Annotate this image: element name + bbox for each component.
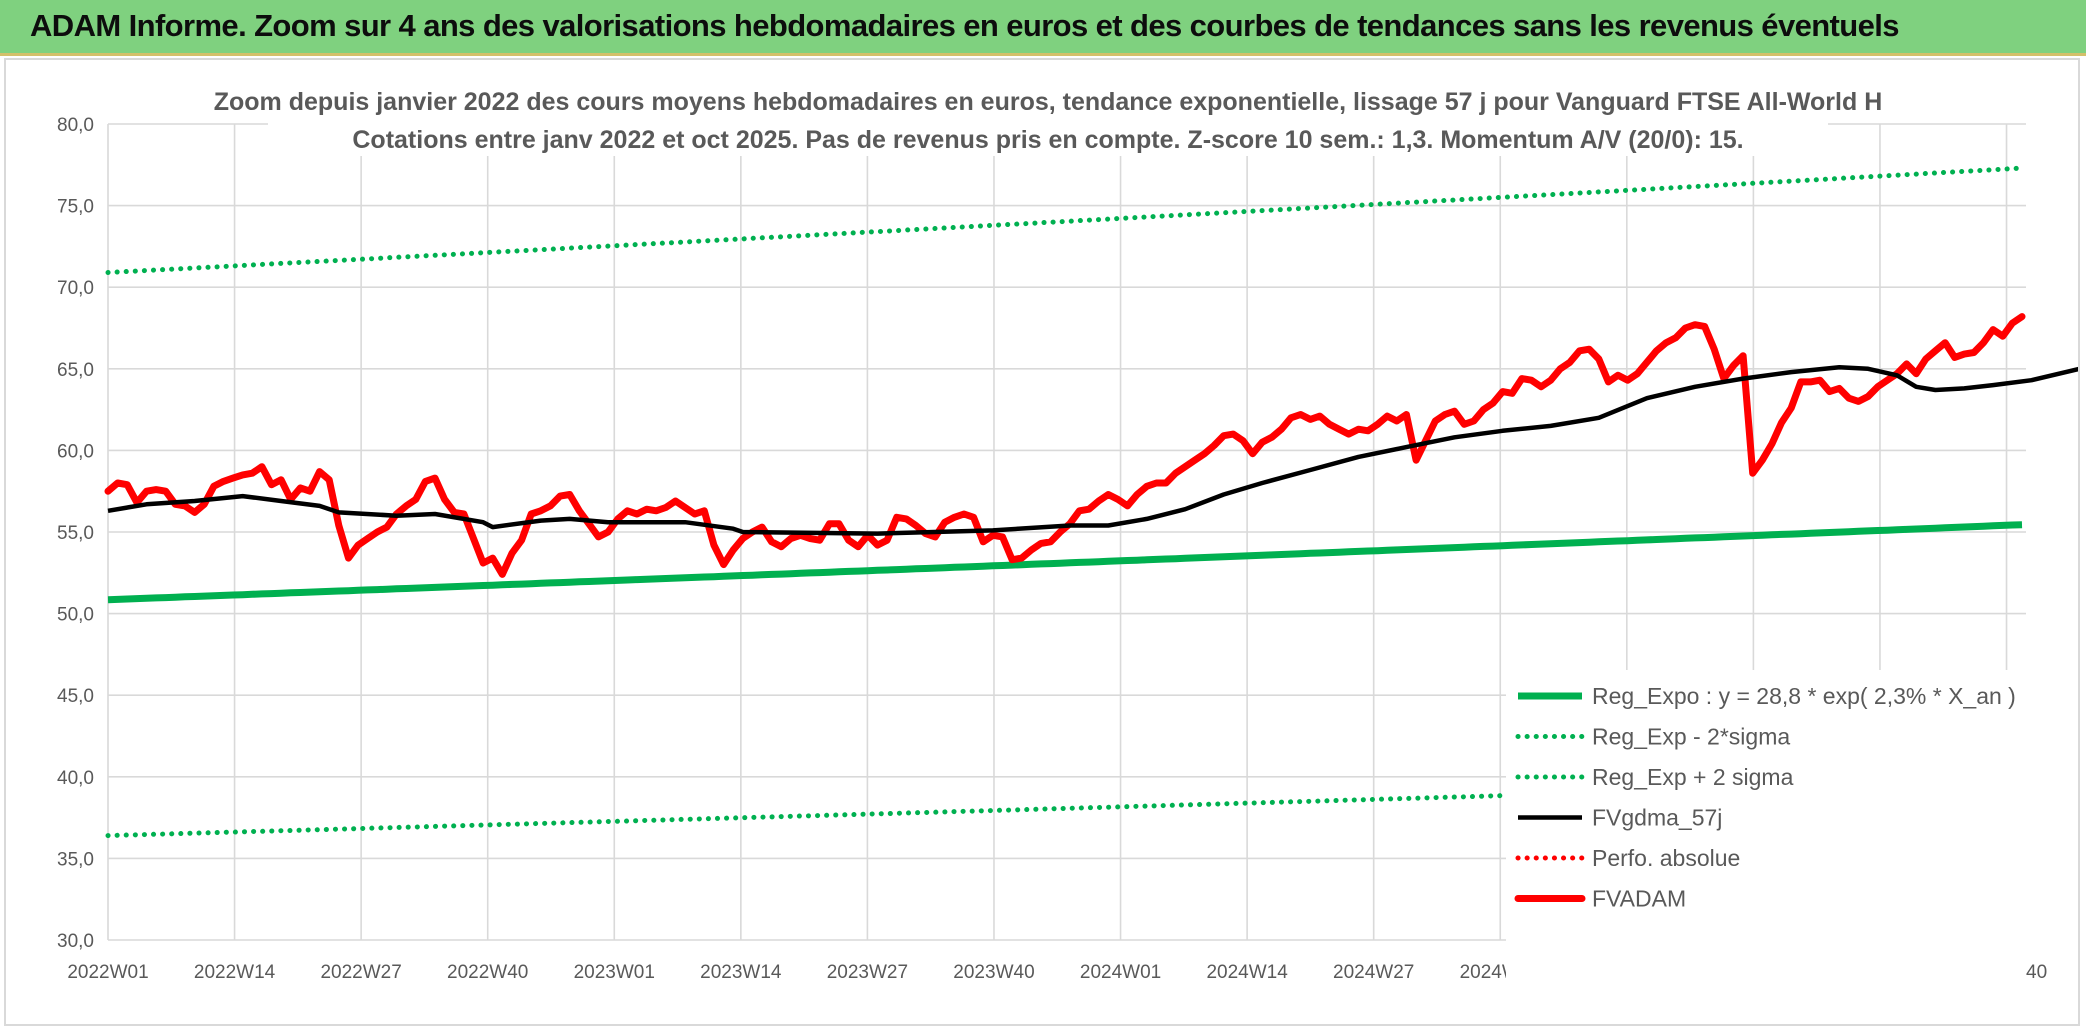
legend: Reg_Expo : y = 28,8 * exp( 2,3% * X_an )… bbox=[1514, 683, 2016, 912]
legend-label-perfo: Perfo. absolue bbox=[1592, 845, 1740, 871]
y-tick-label: 65,0 bbox=[57, 360, 94, 381]
y-tick-label: 45,0 bbox=[57, 686, 94, 707]
series-line-reg_minus bbox=[105, 777, 2025, 839]
y-tick-label: 80,0 bbox=[57, 115, 94, 136]
y-tick-label: 50,0 bbox=[57, 605, 94, 626]
y-tick-label: 55,0 bbox=[57, 523, 94, 544]
report-title: ADAM Informe. Zoom sur 4 ans des valoris… bbox=[30, 8, 1900, 43]
chart-frame: 30,0 35,0 40,0 45,0 50,0 55,0 60,0 65,0 70,0 75,0… bbox=[4, 58, 2080, 1026]
x-tick-label: 2023W01 bbox=[574, 962, 655, 983]
y-tick-label: 70,0 bbox=[57, 278, 94, 299]
x-tick-label: 2023W14 bbox=[700, 962, 782, 983]
y-axis: 30,0 35,0 40,0 45,0 50,0 55,0 60,0 65,0 70,0 75,0… bbox=[57, 115, 94, 952]
x-tick-label: 2022W01 bbox=[67, 962, 148, 983]
x-tick-label: 2023W40 bbox=[953, 962, 1034, 983]
y-tick-label: 60,0 bbox=[57, 441, 94, 462]
x-tick-label: 2022W14 bbox=[194, 962, 276, 983]
y-tick-label: 40,0 bbox=[57, 768, 94, 789]
chart: 30,0 35,0 40,0 45,0 50,0 55,0 60,0 65,0 70,0 75,0… bbox=[57, 76, 2078, 988]
x-tick-label: 2022W40 bbox=[447, 962, 528, 983]
x-tick-label: 2023W27 bbox=[827, 962, 908, 983]
chart-title-line1: Zoom depuis janvier 2022 des cours moyen… bbox=[214, 88, 1883, 116]
report-banner: ADAM Informe. Zoom sur 4 ans des valoris… bbox=[0, 0, 2086, 56]
series-layer bbox=[104, 165, 2078, 839]
title-background bbox=[268, 76, 1828, 156]
legend-label-reg_plus: Reg_Exp + 2 sigma bbox=[1592, 764, 1794, 790]
chart-title-line2: Cotations entre janv 2022 et oct 2025. P… bbox=[352, 126, 1743, 154]
x-tick-label: 2022W27 bbox=[320, 962, 401, 983]
y-tick-label: 35,0 bbox=[57, 849, 94, 870]
legend-label-fvadam: FVADAM bbox=[1592, 886, 1686, 912]
series-line-reg_expo bbox=[107, 521, 2023, 604]
x-tick-label: 2024W01 bbox=[1080, 962, 1161, 983]
x-tick-label: 2024W27 bbox=[1333, 962, 1414, 983]
series-line-fvgdma bbox=[107, 364, 2078, 536]
legend-label-fvgdma: FVgdma_57j bbox=[1592, 805, 1722, 831]
x-tick-label: 2024W14 bbox=[1206, 962, 1288, 983]
legend-background bbox=[1506, 670, 2026, 988]
series-line-reg_plus bbox=[105, 165, 2025, 275]
y-tick-label: 30,0 bbox=[57, 931, 94, 952]
y-tick-label: 75,0 bbox=[57, 197, 94, 218]
legend-label-reg_expo: Reg_Expo : y = 28,8 * exp( 2,3% * X_an ) bbox=[1592, 683, 2016, 709]
legend-label-reg_minus: Reg_Exp - 2*sigma bbox=[1592, 724, 1790, 750]
